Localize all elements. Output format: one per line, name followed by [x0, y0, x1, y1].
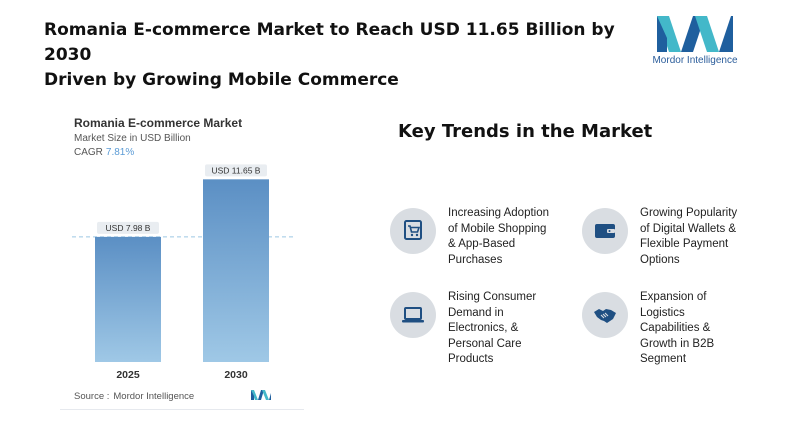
- trend-text-line: Products: [448, 353, 494, 365]
- wallet-icon: [595, 224, 615, 238]
- page-title-line-2: Driven by Growing Mobile Commerce: [44, 70, 399, 90]
- trend-text-line: Rising Consumer: [448, 291, 537, 303]
- x-tick-label: 2025: [116, 369, 140, 381]
- trend-text-line: Electronics, &: [448, 322, 519, 334]
- page-title: Romania E-commerce Market to Reach USD 1…: [44, 18, 644, 93]
- bar-chart: USD 7.98 B 2025 USD 11.65 B 2030: [72, 164, 294, 381]
- trend-icon-circle: [582, 292, 628, 338]
- trend-item-mobile-shopping: Increasing Adoption of Mobile Shopping &…: [390, 206, 590, 276]
- bar-2025: [95, 236, 161, 362]
- page-title-line-1: Romania E-commerce Market to Reach USD 1…: [44, 20, 615, 65]
- trend-text: Expansion of Logistics Capabilities & Gr…: [640, 290, 770, 368]
- data-label: USD 11.65 B: [212, 165, 261, 175]
- laptop-icon: [402, 307, 424, 323]
- logo-text: Mordor Intelligence: [652, 55, 738, 66]
- cagr-value: 7.81%: [105, 147, 135, 158]
- data-label: USD 7.98 B: [106, 223, 151, 233]
- trend-text-line: Growth in B2B: [640, 337, 715, 350]
- trend-text-line: Demand in: [448, 306, 504, 319]
- market-size-chart-card: Romania E-commerce Market Market Size in…: [60, 104, 304, 410]
- cagr-text: CAGR 7.81%: [74, 147, 134, 158]
- x-tick-label: 2030: [224, 369, 248, 381]
- trend-text-line: Capabilities &: [640, 322, 711, 334]
- trend-text: Growing Popularity of Digital Wallets & …: [640, 206, 770, 268]
- trend-text-line: Purchases: [448, 253, 503, 266]
- trend-item-logistics: Expansion of Logistics Capabilities & Gr…: [582, 290, 782, 365]
- trend-text-line: & App-Based: [448, 238, 516, 250]
- mordor-intelligence-logo: Mordor Intelligence: [650, 14, 740, 70]
- trend-text-line: of Digital Wallets &: [640, 222, 737, 235]
- key-trends-heading: Key Trends in the Market: [398, 121, 653, 142]
- trend-icon-circle: [390, 292, 436, 338]
- data-label-bg: [97, 221, 159, 234]
- trend-text-line: Growing Popularity: [640, 207, 738, 219]
- logo-mark-icon: [657, 16, 733, 52]
- data-label-bg: [205, 164, 267, 177]
- handshake-icon: [594, 309, 616, 323]
- trend-text-line: Logistics: [640, 306, 685, 319]
- trend-text: Increasing Adoption of Mobile Shopping &…: [448, 206, 578, 268]
- chart-title: Romania E-commerce Market: [74, 116, 243, 130]
- trend-icon-circle: [390, 208, 436, 254]
- trend-text: Rising Consumer Demand in Electronics, &…: [448, 290, 578, 368]
- chart-source: Source : Mordor Intelligence: [74, 391, 194, 402]
- trend-text-line: of Mobile Shopping: [448, 222, 547, 235]
- trend-item-digital-wallets: Growing Popularity of Digital Wallets & …: [582, 206, 782, 276]
- cagr-label: CAGR: [74, 147, 103, 158]
- trend-text-line: Segment: [640, 353, 687, 365]
- trend-text-line: Personal Care: [448, 337, 522, 350]
- trend-text-line: Options: [640, 253, 680, 266]
- chart-subtitle: Market Size in USD Billion: [74, 133, 191, 144]
- trend-text-line: Flexible Payment: [640, 238, 729, 250]
- trend-text-line: Increasing Adoption: [448, 207, 550, 219]
- trend-icon-circle: [582, 208, 628, 254]
- trend-text-line: Expansion of: [640, 291, 707, 303]
- trend-item-consumer-demand: Rising Consumer Demand in Electronics, &…: [390, 290, 590, 365]
- mini-logo-icon: [251, 390, 271, 400]
- shopping-cart-icon: [404, 220, 422, 240]
- source-value: Mordor Intelligence: [113, 391, 195, 402]
- bar-2030: [203, 179, 269, 362]
- source-label: Source :: [74, 391, 110, 402]
